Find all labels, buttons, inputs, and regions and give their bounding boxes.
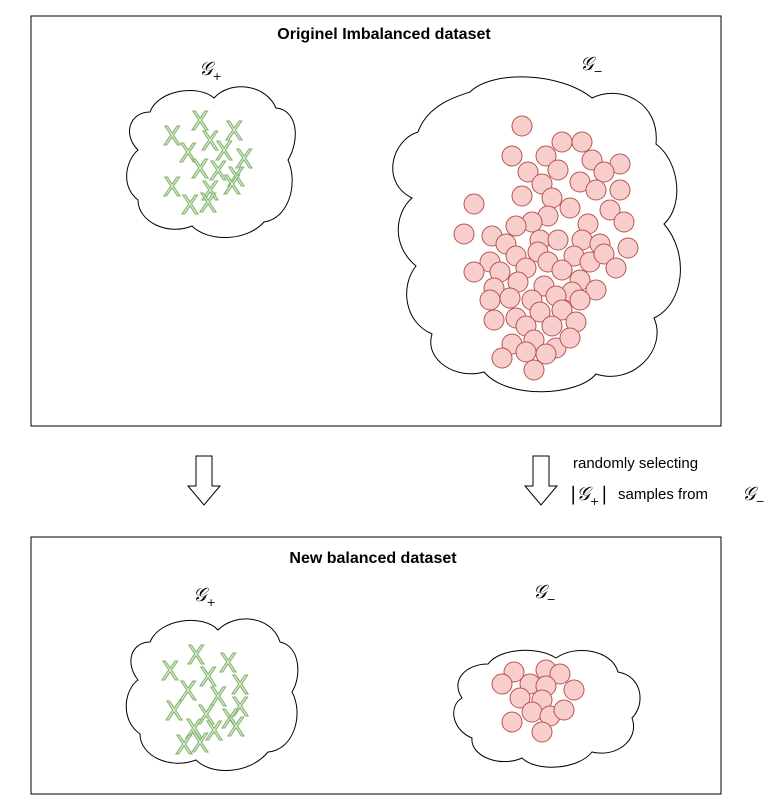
bottom-positive-x-marker: X — [187, 641, 205, 671]
top-negative-dot — [515, 341, 537, 363]
annotation-samples-from: samples from — [618, 486, 708, 503]
top-positive-x-marker: X — [201, 177, 219, 207]
top-negative-dot — [529, 301, 551, 323]
top-negative-dot — [547, 229, 569, 251]
bottom-positive-x-marker: X — [185, 715, 203, 745]
bottom-panel-title: New balanced dataset — [289, 550, 457, 567]
top-negative-dot — [571, 131, 593, 153]
top-negative-dot — [499, 287, 521, 309]
bottom-positive-x-marker: X — [165, 697, 183, 727]
top-positive-x-marker: X — [209, 157, 227, 187]
top-positive-x-marker: X — [163, 122, 181, 152]
bottom-positive-label: 𝒢+ — [193, 584, 216, 609]
annotation-set-size: |𝒢+ | — [570, 483, 608, 508]
top-negative-dot — [609, 179, 631, 201]
top-negative-dot — [483, 309, 505, 331]
top-negative-dot — [593, 243, 615, 265]
top-negative-dot — [551, 259, 573, 281]
top-negative-markers — [453, 115, 639, 381]
bottom-negative-dot — [553, 699, 575, 721]
annotation-line-1: randomly selecting — [573, 455, 698, 472]
top-positive-markers: XX XXX X XX X XX XX XX — [163, 107, 254, 222]
top-negative-dot — [511, 185, 533, 207]
top-negative-dot — [551, 299, 573, 321]
top-positive-x-marker: X — [201, 127, 219, 157]
top-negative-dot — [453, 223, 475, 245]
bottom-negative-dot — [501, 711, 523, 733]
top-positive-x-marker: X — [223, 171, 241, 201]
top-negative-dot — [585, 279, 607, 301]
top-negative-dot — [511, 115, 533, 137]
top-positive-cloud — [126, 86, 296, 238]
top-negative-dot — [535, 343, 557, 365]
bottom-positive-cloud — [125, 618, 299, 771]
top-positive-x-marker: X — [191, 107, 209, 137]
bottom-positive-x-marker: X — [219, 649, 237, 679]
top-positive-x-marker: X — [199, 189, 217, 219]
top-negative-dot — [541, 187, 563, 209]
right-down-arrow — [523, 455, 559, 506]
top-positive-x-marker: X — [179, 139, 197, 169]
bottom-negative-dot — [531, 721, 553, 743]
top-negative-dot — [613, 211, 635, 233]
left-down-arrow — [186, 455, 222, 506]
top-negative-dot — [501, 145, 523, 167]
top-negative-dot — [523, 359, 545, 381]
bottom-positive-x-marker: X — [209, 683, 227, 713]
top-negative-dot — [559, 197, 581, 219]
bottom-negative-dot — [563, 679, 585, 701]
bottom-negative-dot — [491, 673, 513, 695]
top-negative-label: 𝒢− — [580, 53, 603, 78]
bottom-positive-x-marker: X — [221, 705, 239, 735]
bottom-positive-x-marker: X — [231, 693, 249, 723]
bottom-negative-dot — [509, 687, 531, 709]
top-negative-dot — [541, 315, 563, 337]
top-positive-x-marker: X — [191, 155, 209, 185]
bottom-negative-dot — [549, 663, 571, 685]
bottom-positive-markers: X XX X XX X XX X XX X XXX — [161, 641, 250, 762]
top-negative-dot — [617, 237, 639, 259]
top-positive-x-marker: X — [163, 173, 181, 203]
bottom-positive-x-marker: X — [205, 717, 223, 747]
bottom-positive-x-marker: X — [191, 729, 209, 759]
top-negative-dot — [605, 257, 627, 279]
bottom-negative-label: 𝒢− — [533, 581, 556, 606]
bottom-negative-markers — [491, 659, 585, 743]
bottom-positive-x-marker: X — [179, 677, 197, 707]
top-negative-dot — [463, 193, 485, 215]
top-negative-dot — [569, 289, 591, 311]
top-negative-dot — [547, 159, 569, 181]
top-positive-x-marker: X — [215, 137, 233, 167]
top-panel-title: Originel Imbalanced dataset — [277, 26, 491, 43]
top-positive-x-marker: X — [227, 163, 245, 193]
bottom-positive-x-marker: X — [199, 663, 217, 693]
bottom-positive-x-marker: X — [227, 713, 245, 743]
top-negative-dot — [551, 131, 573, 153]
top-negative-dot — [505, 215, 527, 237]
top-negative-dot — [535, 145, 557, 167]
top-negative-dot — [559, 327, 581, 349]
top-negative-dot — [491, 347, 513, 369]
bottom-positive-x-marker: X — [231, 671, 249, 701]
top-positive-x-marker: X — [225, 117, 243, 147]
top-panel-frame — [30, 15, 722, 427]
top-positive-label: 𝒢+ — [199, 58, 222, 83]
bottom-positive-x-marker: X — [161, 657, 179, 687]
top-negative-dot — [463, 261, 485, 283]
bottom-panel-frame — [30, 536, 722, 795]
annotation-target-set: 𝒢− — [742, 483, 765, 508]
top-positive-x-marker: X — [235, 145, 253, 175]
bottom-positive-x-marker: X — [175, 731, 193, 761]
top-negative-dot — [599, 199, 621, 221]
top-negative-dot — [585, 179, 607, 201]
bottom-positive-x-marker: X — [197, 701, 215, 731]
top-negative-dot — [593, 161, 615, 183]
top-negative-dot — [479, 289, 501, 311]
top-positive-x-marker: X — [181, 191, 199, 221]
bottom-negative-dot — [521, 701, 543, 723]
top-negative-dot — [517, 161, 539, 183]
